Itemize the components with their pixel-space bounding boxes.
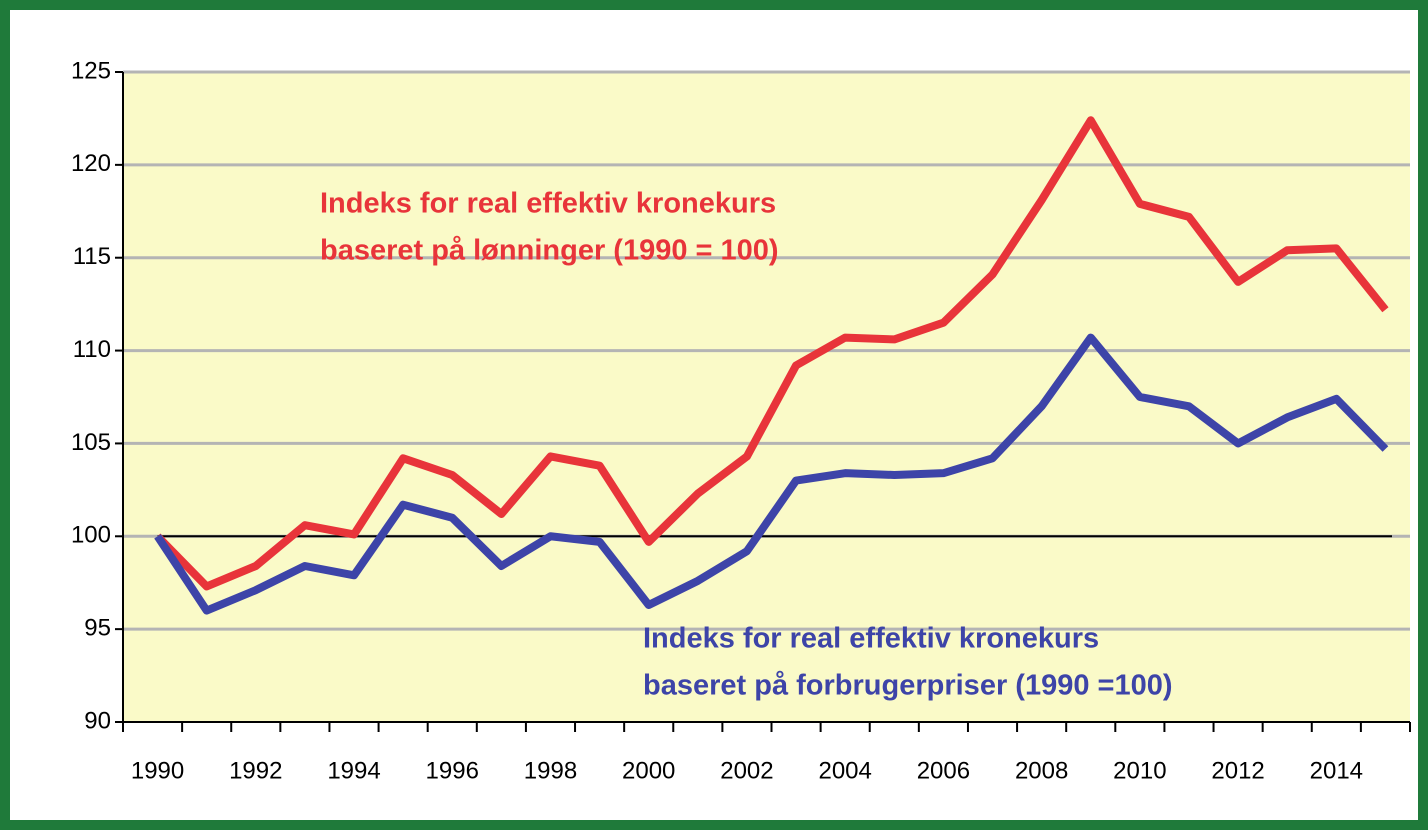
- x-tick-label: 2014: [1310, 757, 1363, 784]
- x-tick-label: 1990: [131, 757, 184, 784]
- y-tick-label: 125: [71, 57, 111, 84]
- annotation: baseret på lønninger (1990 = 100): [320, 235, 779, 267]
- x-tick-label: 2008: [1015, 757, 1068, 784]
- x-tick-label: 1992: [229, 757, 282, 784]
- annotation: Indeks for real effektiv kronekurs: [643, 623, 1099, 655]
- x-tick-label: 1996: [426, 757, 479, 784]
- y-tick-label: 95: [84, 614, 111, 641]
- plot-area: [123, 72, 1410, 722]
- annotation: Indeks for real effektiv kronekurs: [320, 188, 776, 220]
- y-tick-label: 110: [73, 336, 111, 363]
- series-line: [154, 116, 1389, 591]
- x-tick-label: 2004: [818, 757, 871, 784]
- x-tick-label: 2002: [720, 757, 773, 784]
- x-tick-label: 2006: [917, 757, 970, 784]
- y-tick-label: 105: [71, 429, 111, 456]
- y-tick-label: 100: [71, 522, 111, 549]
- x-tick-label: 1998: [524, 757, 577, 784]
- x-tick-label: 2010: [1113, 757, 1166, 784]
- x-tick-label: 2000: [622, 757, 675, 784]
- y-tick-label: 115: [73, 243, 111, 270]
- annotation: baseret på forbrugerpriser (1990 =100): [643, 670, 1173, 702]
- x-tick-label: 2012: [1211, 757, 1264, 784]
- series-line: [154, 333, 1389, 615]
- x-tick-label: 1994: [327, 757, 380, 784]
- y-tick-label: 120: [71, 150, 111, 177]
- y-tick-label: 90: [84, 707, 111, 734]
